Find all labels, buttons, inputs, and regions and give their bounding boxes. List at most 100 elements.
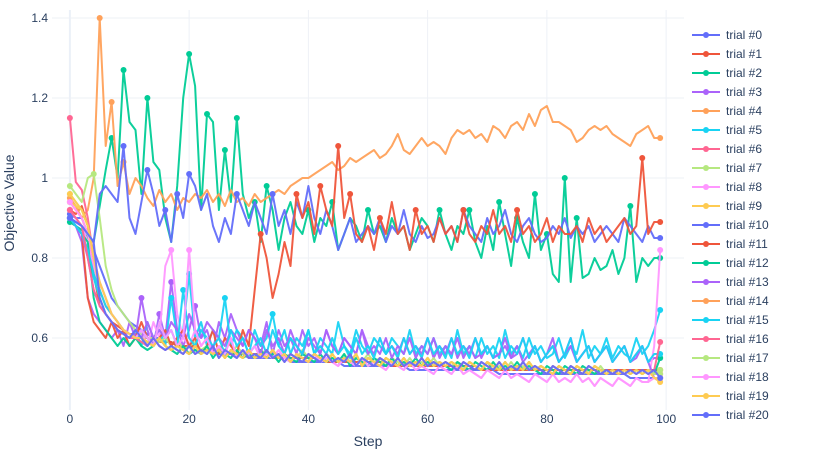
data-point xyxy=(573,215,580,221)
data-point xyxy=(627,203,634,209)
legend-item[interactable]: trial #16 xyxy=(692,332,769,346)
legend-item[interactable]: trial #14 xyxy=(692,294,769,308)
data-point xyxy=(514,207,521,213)
legend-item[interactable]: trial #2 xyxy=(692,66,762,80)
legend-item[interactable]: trial #12 xyxy=(692,256,769,270)
legend-item[interactable]: trial #18 xyxy=(692,370,769,384)
data-point xyxy=(144,95,151,101)
data-point xyxy=(657,235,664,241)
series-20 xyxy=(66,215,664,381)
data-point xyxy=(269,191,276,197)
data-point xyxy=(168,279,175,285)
legend-item[interactable]: trial #10 xyxy=(692,218,769,232)
legend-item[interactable]: trial #8 xyxy=(692,180,762,194)
legend-item[interactable]: trial #0 xyxy=(692,28,762,42)
legend-item[interactable]: trial #13 xyxy=(692,275,769,289)
legend-swatch-marker xyxy=(703,222,709,228)
legend-item[interactable]: trial #20 xyxy=(692,408,769,422)
data-point xyxy=(657,375,664,381)
y-axis-title: Objective Value xyxy=(1,154,17,251)
legend-item[interactable]: trial #5 xyxy=(692,123,762,137)
axes: 0 20 40 60 80 100 0.6 0.8 1 1.2 1.4 xyxy=(31,11,676,426)
legend-item[interactable]: trial #6 xyxy=(692,142,762,156)
data-point xyxy=(66,191,73,197)
series-2 xyxy=(66,51,664,283)
legend-item[interactable]: trial #9 xyxy=(692,199,762,213)
legend-item[interactable]: trial #19 xyxy=(692,389,769,403)
legend-label: trial #5 xyxy=(726,123,762,137)
data-point xyxy=(639,155,646,161)
legend-swatch-marker xyxy=(703,51,709,57)
series-4 xyxy=(66,15,664,219)
data-point xyxy=(376,215,383,221)
legend-label: trial #16 xyxy=(726,332,769,346)
legend-label: trial #2 xyxy=(726,66,762,80)
legend-item[interactable]: trial #7 xyxy=(692,161,762,175)
y-tick-label: 1.2 xyxy=(31,91,48,105)
legend-item[interactable]: trial #3 xyxy=(692,85,762,99)
legend-label: trial #20 xyxy=(726,408,769,422)
x-tick-label: 20 xyxy=(182,412,196,426)
data-point xyxy=(90,171,97,177)
series-line xyxy=(69,217,661,379)
x-tick-label: 60 xyxy=(421,412,435,426)
legend-item[interactable]: trial #1 xyxy=(692,47,762,61)
data-point xyxy=(120,67,127,73)
data-point xyxy=(66,207,73,213)
legend-swatch-marker xyxy=(703,184,709,190)
legend-item[interactable]: trial #4 xyxy=(692,104,762,118)
legend-label: trial #12 xyxy=(726,256,769,270)
data-point xyxy=(186,247,193,253)
data-point xyxy=(221,147,228,153)
y-tick-label: 1.4 xyxy=(31,11,48,25)
legend-label: trial #4 xyxy=(726,104,762,118)
data-point xyxy=(66,199,73,205)
data-point xyxy=(460,207,467,213)
data-point xyxy=(96,15,103,21)
data-point xyxy=(657,339,664,345)
data-point xyxy=(174,191,181,197)
legend-swatch-marker xyxy=(703,32,709,38)
x-tick-label: 80 xyxy=(540,412,554,426)
data-point xyxy=(162,207,169,213)
legend-swatch-marker xyxy=(703,298,709,304)
legend-label: trial #8 xyxy=(726,180,762,194)
data-point xyxy=(657,247,664,253)
legend-label: trial #7 xyxy=(726,161,762,175)
data-point xyxy=(168,247,175,253)
series-line xyxy=(69,217,662,379)
x-tick-label: 0 xyxy=(67,412,74,426)
legend-swatch-marker xyxy=(703,127,709,133)
legend-swatch-marker xyxy=(703,317,709,323)
legend[interactable]: trial #0 trial #1 trial #2 trial #3 trial #4… xyxy=(692,28,769,422)
legend-swatch-marker xyxy=(703,203,709,209)
data-point xyxy=(365,207,371,213)
y-tick-label: 0.8 xyxy=(31,251,48,265)
legend-label: trial #13 xyxy=(726,275,769,289)
data-point xyxy=(657,219,664,225)
legend-item[interactable]: trial #17 xyxy=(692,351,769,365)
legend-label: trial #17 xyxy=(726,351,769,365)
data-point xyxy=(257,231,264,237)
y-tick-label: 1 xyxy=(41,171,48,185)
data-point xyxy=(293,191,300,197)
series-line xyxy=(69,145,661,355)
data-point xyxy=(120,143,127,149)
data-point xyxy=(531,191,538,197)
data-point xyxy=(186,171,193,177)
data-point xyxy=(436,207,443,213)
series-line xyxy=(69,213,661,379)
legend-item[interactable]: trial #15 xyxy=(692,313,769,327)
data-point xyxy=(657,307,664,313)
data-point xyxy=(144,167,151,173)
data-point xyxy=(180,287,187,293)
legend-item[interactable]: trial #11 xyxy=(692,237,768,251)
legend-swatch-marker xyxy=(703,355,709,361)
data-point xyxy=(138,295,145,301)
data-point xyxy=(269,311,276,317)
x-tick-label: 40 xyxy=(302,412,316,426)
legend-swatch-marker xyxy=(703,279,709,285)
data-point xyxy=(335,143,342,149)
data-point xyxy=(66,183,73,189)
data-point xyxy=(561,175,568,181)
